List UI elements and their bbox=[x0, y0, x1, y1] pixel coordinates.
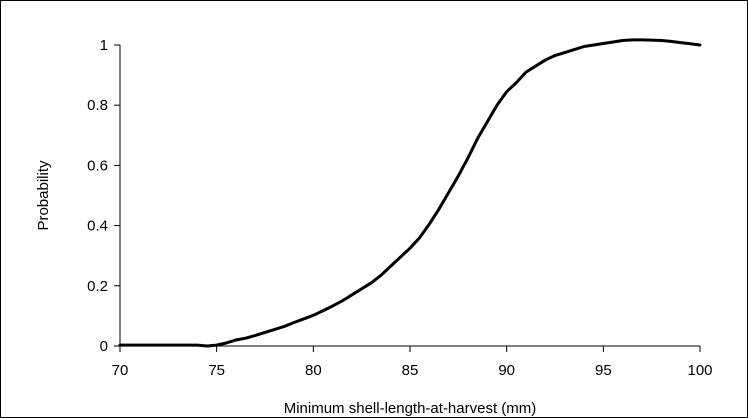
x-tick-label: 75 bbox=[208, 362, 225, 379]
y-tick-label: 0.8 bbox=[87, 97, 108, 114]
x-tick-labels: 70 75 80 85 90 95 100 bbox=[112, 362, 713, 379]
plot-series bbox=[118, 38, 702, 348]
y-tick-label: 0.6 bbox=[87, 157, 108, 174]
series-line bbox=[118, 38, 702, 348]
y-ticks bbox=[114, 44, 120, 347]
y-tick-labels: 0 0.2 0.4 0.6 0.8 1 bbox=[87, 37, 108, 355]
x-tick-label: 85 bbox=[402, 362, 419, 379]
x-tick-label: 70 bbox=[112, 362, 129, 379]
x-ticks bbox=[119, 346, 701, 352]
y-tick-label: 0.4 bbox=[87, 218, 108, 235]
y-axis-title: Probability bbox=[35, 160, 52, 231]
y-axis: 0 0.2 0.4 0.6 0.8 1 Probability bbox=[35, 37, 121, 355]
y-tick-label: 0.2 bbox=[87, 278, 108, 295]
x-tick-label: 95 bbox=[595, 362, 612, 379]
x-axis-title: Minimum shell-length-at-harvest (mm) bbox=[284, 400, 537, 417]
y-tick-label: 1 bbox=[100, 37, 108, 54]
x-axis: 70 75 80 85 90 95 100 Minimum shell-length-at-… bbox=[112, 345, 713, 417]
x-tick-label: 80 bbox=[305, 362, 322, 379]
x-tick-label: 100 bbox=[687, 362, 712, 379]
x-tick-label: 90 bbox=[498, 362, 515, 379]
y-tick-label: 0 bbox=[100, 338, 108, 355]
